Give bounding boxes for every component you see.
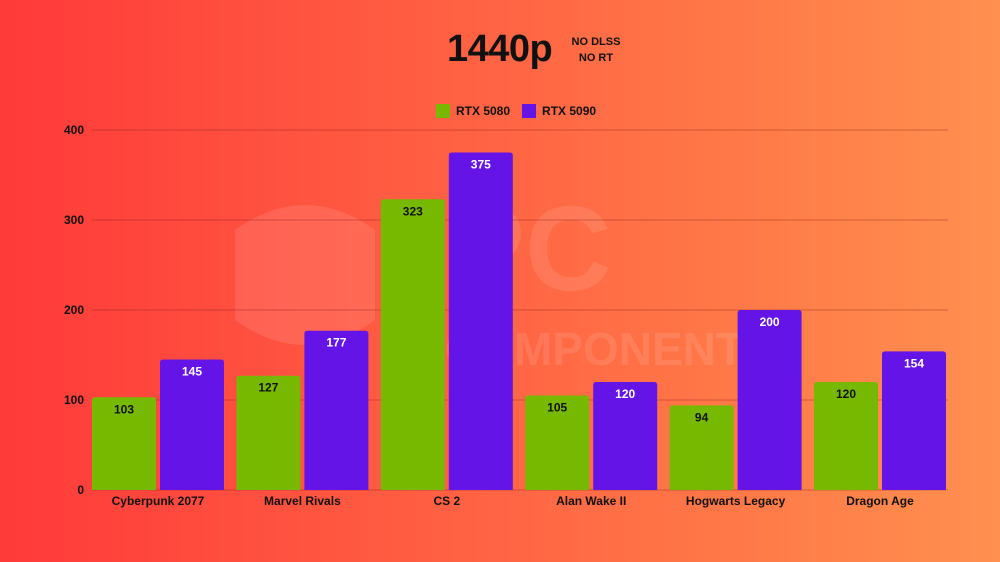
y-tick-label-400: 400 xyxy=(64,123,84,137)
bar-rtx5080-dragon-age xyxy=(814,382,878,490)
y-tick-label-300: 300 xyxy=(64,213,84,227)
data-label-rtx5090-cyberpunk-2077: 145 xyxy=(182,365,202,379)
data-label-rtx5090-marvel-rivals: 177 xyxy=(326,336,346,350)
chart-subtitle: NO DLSS NO RT xyxy=(568,34,624,66)
data-label-rtx5080-hogwarts-legacy: 94 xyxy=(695,410,709,424)
x-tick-label-hogwarts-legacy: Hogwarts Legacy xyxy=(686,494,786,508)
bar-rtx5090-cs-2 xyxy=(448,152,513,490)
x-tick-label-dragon-age: Dragon Age xyxy=(846,494,914,508)
legend-swatch-rtx5080 xyxy=(436,104,450,118)
chart-legend: RTX 5080 RTX 5090 xyxy=(436,104,608,118)
data-label-rtx5090-dragon-age: 154 xyxy=(904,356,924,370)
bar-rtx5090-marvel-rivals xyxy=(304,330,369,490)
subtitle-line-rt: NO RT xyxy=(578,52,614,64)
y-tick-label-100: 100 xyxy=(64,393,84,407)
data-label-rtx5080-marvel-rivals: 127 xyxy=(258,381,278,395)
y-tick-label-200: 200 xyxy=(64,303,84,317)
chart-header: 1440p NO DLSS NO RT xyxy=(0,22,1000,82)
bar-rtx5080-cs-2 xyxy=(380,199,445,491)
legend-label-rtx5090: RTX 5090 xyxy=(542,104,597,118)
legend-swatch-rtx5090 xyxy=(522,104,537,118)
bar-rtx5080-alan-wake-ii xyxy=(525,395,590,490)
data-label-rtx5080-dragon-age: 120 xyxy=(836,387,856,401)
bar-rtx5090-alan-wake-ii xyxy=(593,382,658,490)
legend-item-rtx5090: RTX 5090 xyxy=(522,104,596,118)
bar-rtx5090-hogwarts-legacy xyxy=(737,310,802,490)
x-tick-label-marvel-rivals: Marvel Rivals xyxy=(264,494,341,508)
data-label-rtx5080-alan-wake-ii: 105 xyxy=(547,401,567,415)
bar-rtx5080-hogwarts-legacy xyxy=(669,405,734,490)
x-tick-label-cyberpunk-2077: Cyberpunk 2077 xyxy=(112,494,205,508)
bars-layer xyxy=(92,152,946,491)
x-tick-label-alan-wake-ii: Alan Wake II xyxy=(556,494,626,508)
legend-item-rtx5080: RTX 5080 xyxy=(436,104,510,118)
data-label-rtx5090-hogwarts-legacy: 200 xyxy=(760,315,780,329)
bar-rtx5090-dragon-age xyxy=(882,351,946,490)
subtitle-line-dlss: NO DLSS xyxy=(571,36,621,48)
y-tick-label-0: 0 xyxy=(77,483,84,497)
labels-layer: 0 100 200 300 400 103 145 Cyberpunk 2077 127 177 M… xyxy=(64,123,924,508)
data-label-rtx5090-alan-wake-ii: 120 xyxy=(615,387,635,401)
bar-rtx5080-marvel-rivals xyxy=(236,375,301,490)
x-tick-label-cs-2: CS 2 xyxy=(433,494,460,508)
data-label-rtx5080-cs-2: 323 xyxy=(403,204,423,218)
chart-title: 1440p xyxy=(447,28,553,70)
grid-layer xyxy=(92,129,948,491)
data-label-rtx5080-cyberpunk-2077: 103 xyxy=(114,402,134,416)
data-label-rtx5090-cs-2: 375 xyxy=(471,158,491,172)
legend-label-rtx5080: RTX 5080 xyxy=(456,104,511,118)
bar-rtx5090-cyberpunk-2077 xyxy=(160,359,224,490)
bar-rtx5080-cyberpunk-2077 xyxy=(92,397,156,490)
